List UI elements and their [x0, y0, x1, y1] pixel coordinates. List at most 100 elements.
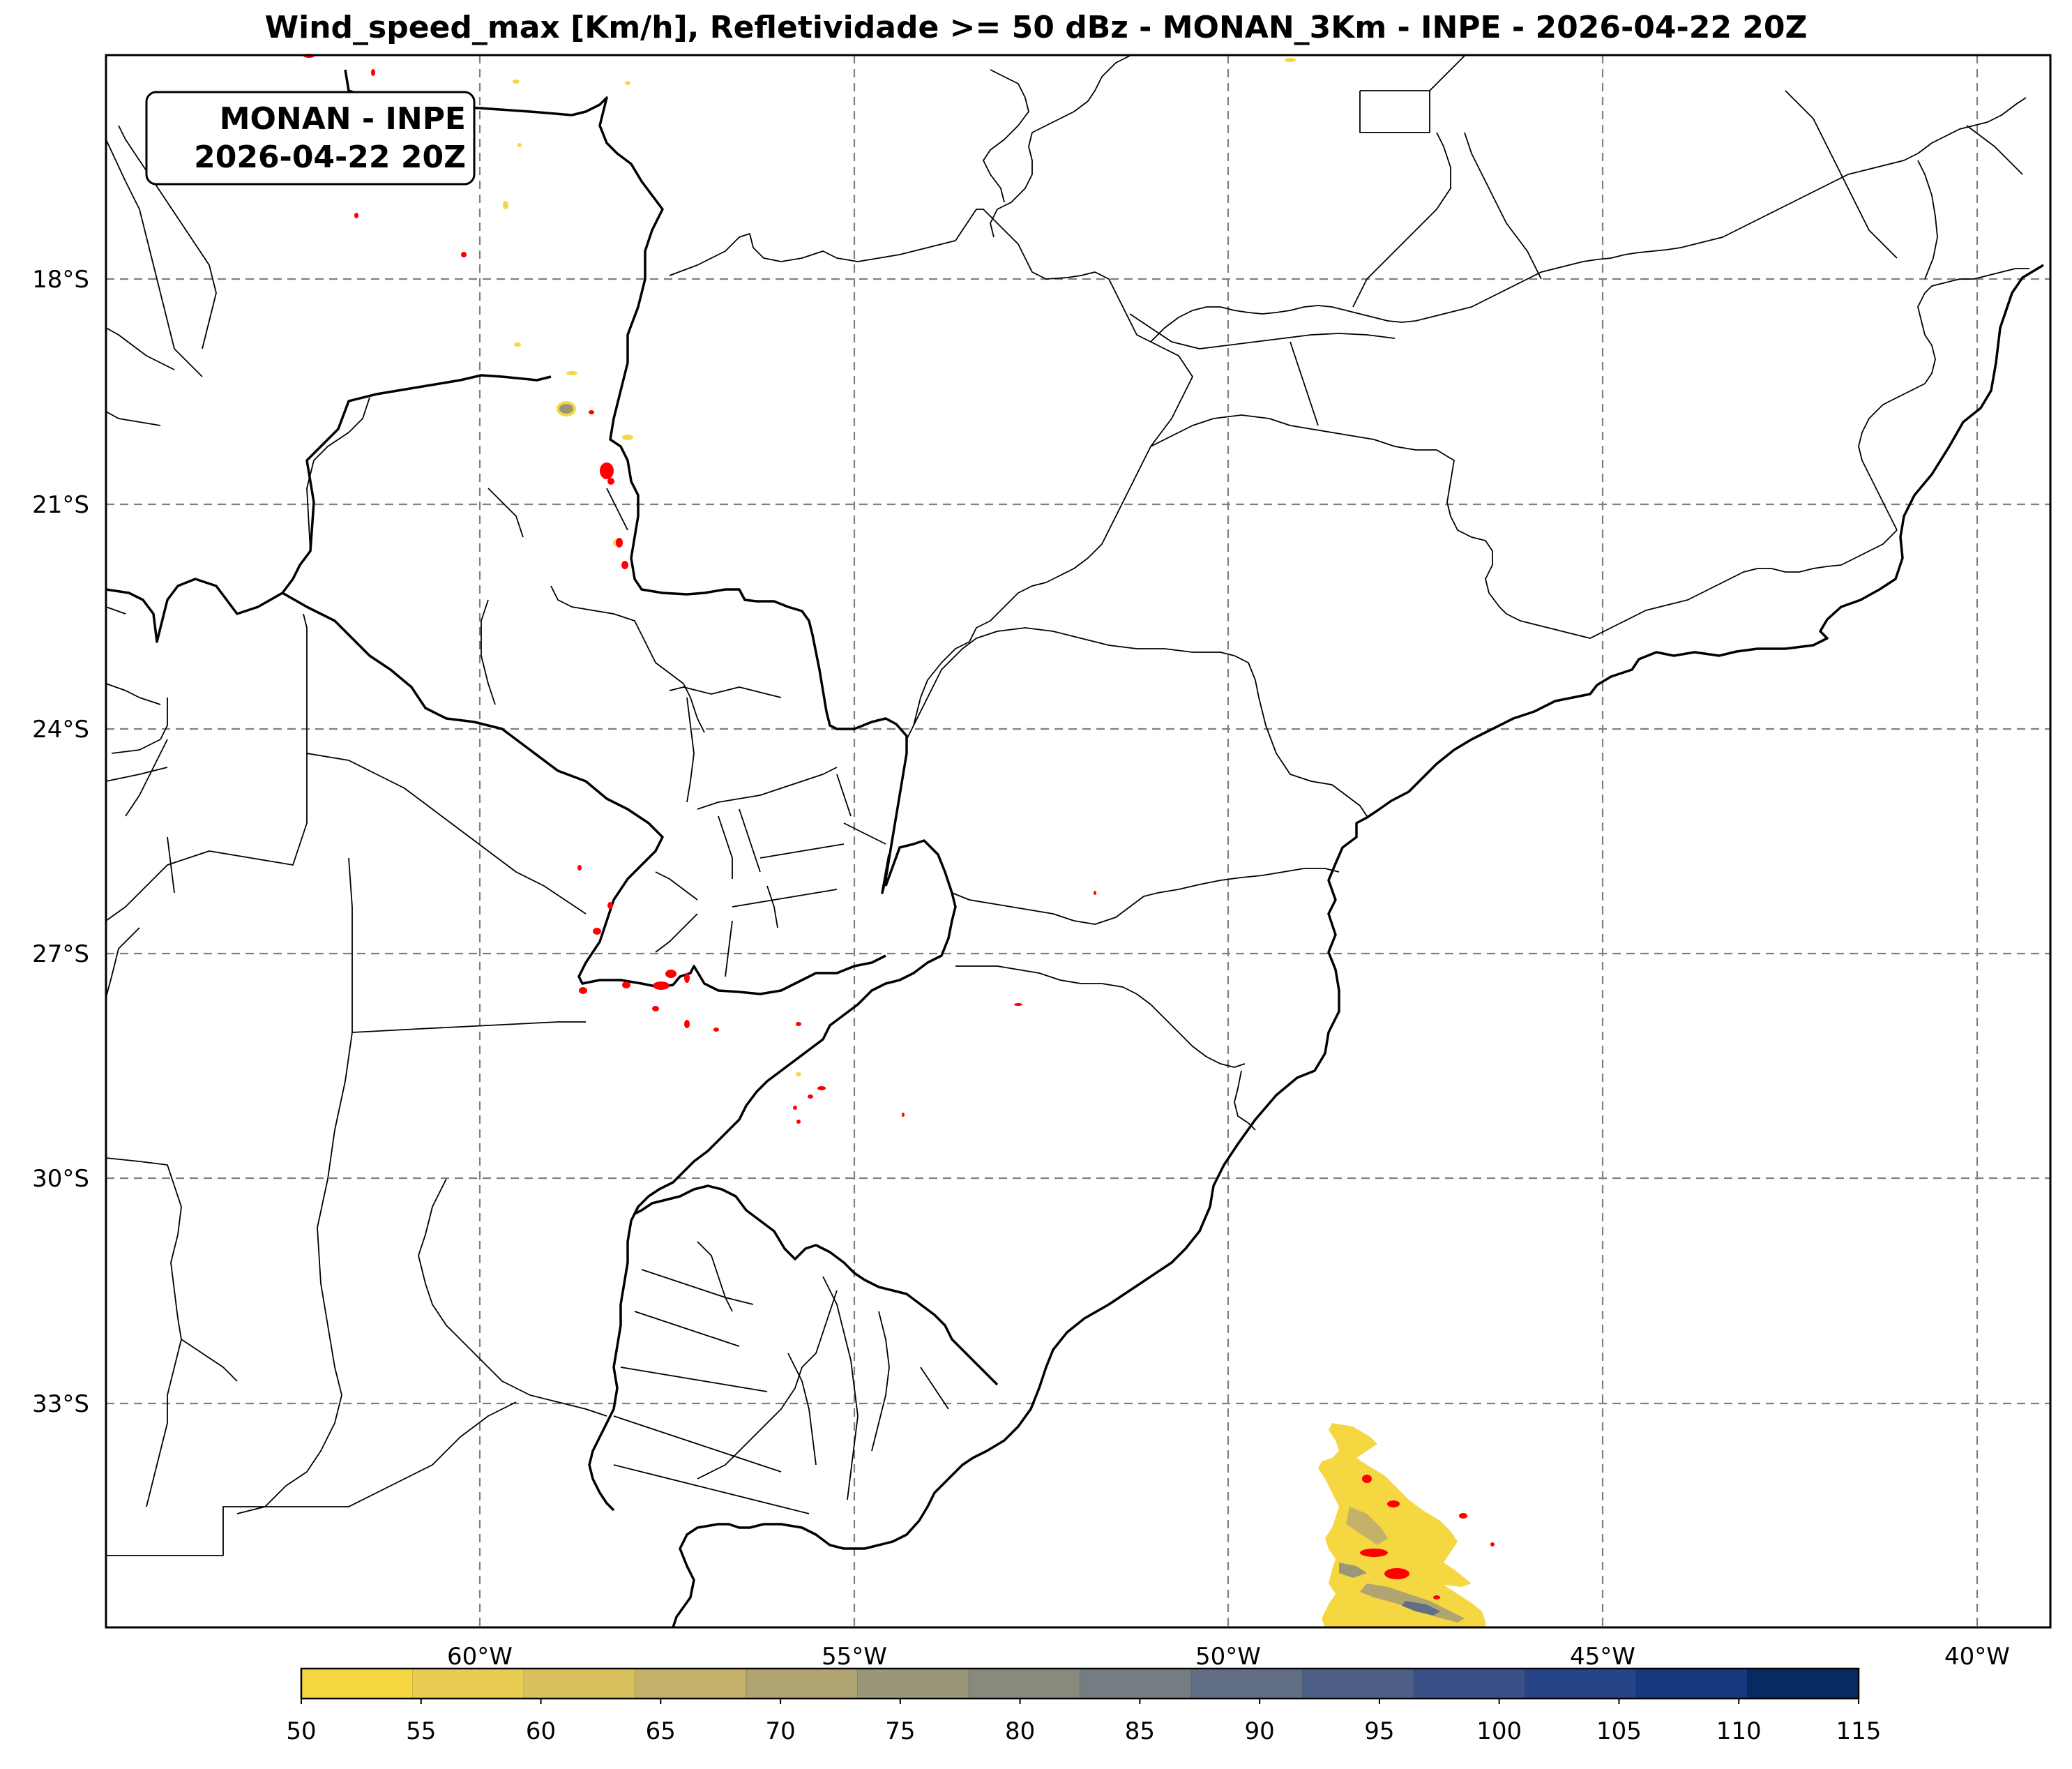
- state-border-pr-sc: [951, 868, 1340, 925]
- state-border-go-mg: [990, 55, 1130, 238]
- lat-label: 33°S: [32, 1390, 89, 1418]
- colorbar-swatches: [301, 1669, 1859, 1699]
- reflectivity-cell: [1459, 1513, 1467, 1519]
- lon-label: 40°W: [1944, 1643, 2010, 1671]
- map-frame: [105, 54, 2052, 1629]
- colorbar-tick-label: 80: [1005, 1717, 1035, 1745]
- lon-label: 50°W: [1195, 1643, 1261, 1671]
- reflectivity-cell: [653, 981, 670, 990]
- reflectivity-cell: [607, 902, 613, 909]
- reflectivity-cell: [817, 1086, 826, 1090]
- badge-model: MONAN - INPE: [220, 101, 466, 137]
- colorbar-tick-label: 75: [885, 1717, 915, 1745]
- colorbar-tick-label: 55: [406, 1717, 436, 1745]
- state-border-mg-ba: [1150, 97, 2027, 342]
- colorbar-swatch: [524, 1669, 635, 1699]
- colorbar-tick-label: 95: [1364, 1717, 1394, 1745]
- reflectivity-cell: [354, 213, 358, 218]
- colorbar: 50 55 60 65 70 75 80 85 90 95 100 105 110 115: [286, 1667, 1882, 1745]
- colorbar-swatch: [746, 1669, 858, 1699]
- wind-speed-shading: [503, 58, 1485, 1627]
- reflectivity-cell: [652, 1006, 659, 1011]
- lat-label: 24°S: [32, 716, 89, 744]
- map-plot-area: [105, 54, 2052, 1629]
- colorbar-swatch: [1414, 1669, 1525, 1699]
- colorbar-tick-label: 105: [1596, 1717, 1642, 1745]
- reflectivity-cell: [621, 561, 628, 569]
- reflectivity-cell: [593, 928, 601, 935]
- paraguay-departments: [481, 585, 886, 977]
- reflectivity-cell: [1387, 1500, 1400, 1507]
- colorbar-swatch: [1636, 1669, 1748, 1699]
- lon-label: 60°W: [447, 1643, 513, 1671]
- colorbar-swatch: [301, 1669, 413, 1699]
- reflectivity-cell: [616, 538, 623, 548]
- info-badge: MONAN - INPE 2026-04-22 20Z: [145, 91, 476, 186]
- lon-label: 45°W: [1570, 1643, 1635, 1671]
- wind-spot-north-1: [513, 80, 520, 84]
- colorbar-swatch: [1080, 1669, 1192, 1699]
- reflectivity-cell: [796, 1120, 801, 1124]
- reflectivity-cell: [461, 252, 467, 257]
- reflectivity-cell: [600, 462, 614, 479]
- wind-cell-southern-outer: [1318, 1423, 1485, 1627]
- state-border-sp-pr: [948, 627, 1368, 817]
- wind-spot-north-2: [517, 143, 522, 147]
- reflectivity-50dbz: [303, 54, 1495, 1599]
- reflectivity-cell: [684, 973, 690, 983]
- wind-spot-north-6: [622, 435, 633, 440]
- wind-spot-top: [1285, 58, 1296, 62]
- reflectivity-cell: [1433, 1595, 1440, 1599]
- reflectivity-cell: [607, 478, 614, 485]
- reflectivity-cell: [579, 987, 587, 994]
- colorbar-tick-label: 90: [1245, 1717, 1275, 1745]
- reflectivity-cell: [1360, 1549, 1388, 1557]
- longitude-labels: 60°W 55°W 50°W 45°W 40°W: [447, 1643, 2010, 1671]
- colorbar-swatch: [635, 1669, 747, 1699]
- atlantic-coastline: [672, 264, 2044, 1628]
- lat-label: 18°S: [32, 266, 89, 294]
- info-badge-box: [145, 91, 476, 186]
- latitude-labels: 18°S 21°S 24°S 27°S 30°S 33°S: [32, 266, 89, 1418]
- colorbar-tick-label: 65: [646, 1717, 676, 1745]
- map-title: Wind_speed_max [Km/h], Refletividade >= …: [264, 10, 1808, 45]
- colorbar-tick-label: 100: [1476, 1717, 1522, 1745]
- reflectivity-cell: [808, 1094, 813, 1099]
- lat-label: 27°S: [32, 940, 89, 968]
- reflectivity-cell: [793, 1106, 797, 1110]
- state-border-mt-go: [669, 209, 1096, 280]
- colorbar-tick-label: 70: [765, 1717, 795, 1745]
- wind-spot-north-3: [503, 201, 508, 209]
- state-border-ms-go: [913, 271, 1193, 726]
- reflectivity-cell: [1362, 1475, 1372, 1483]
- brazil-west-border: [344, 69, 999, 1386]
- reflectivity-cell: [902, 1113, 905, 1117]
- wind-cell-southern-mid: [1346, 1507, 1388, 1545]
- colorbar-frame: [300, 1667, 1860, 1700]
- reflectivity-cell: [1490, 1542, 1495, 1546]
- colorbar-tick-label: 85: [1125, 1717, 1155, 1745]
- wind-cell-southern-mid-3: [1339, 1563, 1367, 1578]
- lat-label: 21°S: [32, 491, 89, 519]
- wind-cell-southern-core: [1402, 1601, 1440, 1616]
- reflectivity-cell: [665, 970, 676, 978]
- state-border-sc-rs: [955, 965, 1256, 1131]
- wind-spot-north-4: [514, 342, 521, 347]
- lat-label: 30°S: [32, 1165, 89, 1193]
- colorbar-tick-label: 115: [1836, 1717, 1882, 1745]
- national-borders: [105, 69, 2044, 1628]
- colorbar-swatch: [1302, 1669, 1414, 1699]
- wind-cell-northwest: [557, 401, 576, 416]
- graticule: [106, 55, 2050, 1627]
- reflectivity-cell: [684, 1020, 690, 1028]
- wind-spot-south-1: [796, 1072, 801, 1076]
- reflectivity-cell: [796, 1022, 801, 1026]
- state-borders: [105, 55, 2029, 1556]
- reflectivity-cell: [622, 981, 630, 988]
- colorbar-swatch: [1747, 1669, 1859, 1699]
- colorbar-swatch: [412, 1669, 524, 1699]
- colorbar-tick-label: 50: [286, 1717, 316, 1745]
- state-border-ms-pr: [906, 662, 949, 740]
- reflectivity-cell: [1384, 1568, 1409, 1579]
- reflectivity-cell: [371, 69, 375, 76]
